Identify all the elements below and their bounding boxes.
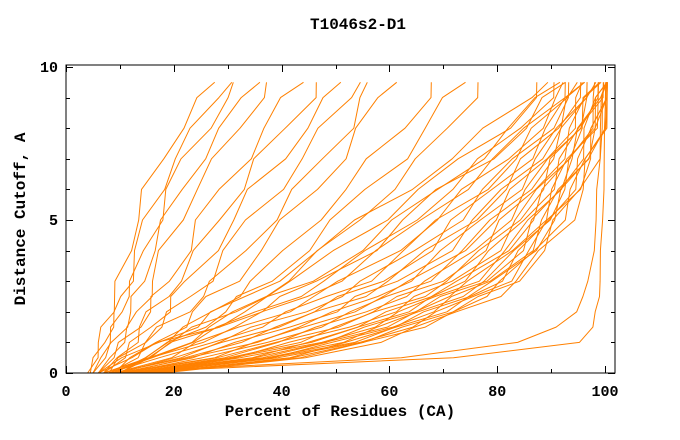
x-tick-label: 0 — [61, 384, 70, 401]
model-curve — [130, 82, 604, 374]
model-curve — [97, 82, 267, 374]
model-curve — [103, 81, 342, 374]
y-tick-label: 0 — [49, 366, 58, 383]
model-curve — [114, 82, 432, 374]
model-curve — [125, 81, 602, 374]
x-tick-label: 60 — [380, 384, 398, 401]
model-curve — [136, 82, 596, 374]
axes-layer: 0 20 40 60 80 100 0 5 10 — [40, 60, 619, 401]
model-curve — [119, 81, 586, 374]
model-curve — [136, 82, 599, 374]
model-curve — [92, 81, 261, 374]
x-tick-label: 40 — [273, 384, 291, 401]
model-curve — [119, 82, 583, 374]
model-curve — [108, 82, 555, 374]
chart-title: T1046s2-D1 — [310, 16, 406, 34]
model-curve — [114, 81, 398, 374]
model-curve — [119, 81, 585, 374]
model-curve — [87, 81, 216, 374]
model-curve — [108, 82, 578, 374]
x-tick-label: 100 — [591, 384, 618, 401]
y-tick-label: 10 — [40, 60, 58, 77]
model-curve — [109, 82, 607, 374]
model-curve — [97, 81, 304, 374]
model-curve — [125, 82, 597, 374]
model-curve — [119, 81, 466, 374]
y-axis-label: Distance Cutoff, A — [12, 132, 30, 305]
model-curve — [141, 82, 607, 374]
model-curve — [114, 82, 570, 374]
model-curve — [114, 82, 564, 374]
model-curves-layer — [87, 81, 608, 374]
x-tick-label: 20 — [165, 384, 183, 401]
model-curve — [98, 81, 561, 374]
model-curve — [103, 82, 605, 374]
model-curve — [152, 82, 608, 374]
model-curve — [92, 82, 234, 374]
y-tick-label: 5 — [49, 213, 58, 230]
model-curve — [125, 82, 588, 374]
model-curve — [141, 82, 608, 374]
model-curve — [108, 82, 566, 374]
model-curve — [119, 82, 479, 374]
model-curve — [108, 82, 361, 374]
plot-frame — [65, 64, 616, 374]
model-curve — [157, 82, 608, 374]
model-curve — [103, 81, 566, 374]
model-curve — [108, 82, 368, 374]
x-tick-label: 80 — [488, 384, 506, 401]
model-curve — [103, 82, 317, 374]
model-curve — [146, 82, 608, 374]
model-curve — [89, 81, 233, 374]
x-axis-label: Percent of Residues (CA) — [225, 403, 455, 421]
model-curve — [103, 82, 538, 374]
model-curve — [141, 82, 608, 374]
model-curve — [98, 81, 549, 374]
